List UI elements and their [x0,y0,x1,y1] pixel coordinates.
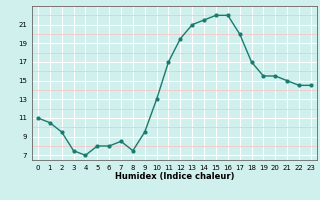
X-axis label: Humidex (Indice chaleur): Humidex (Indice chaleur) [115,172,234,181]
